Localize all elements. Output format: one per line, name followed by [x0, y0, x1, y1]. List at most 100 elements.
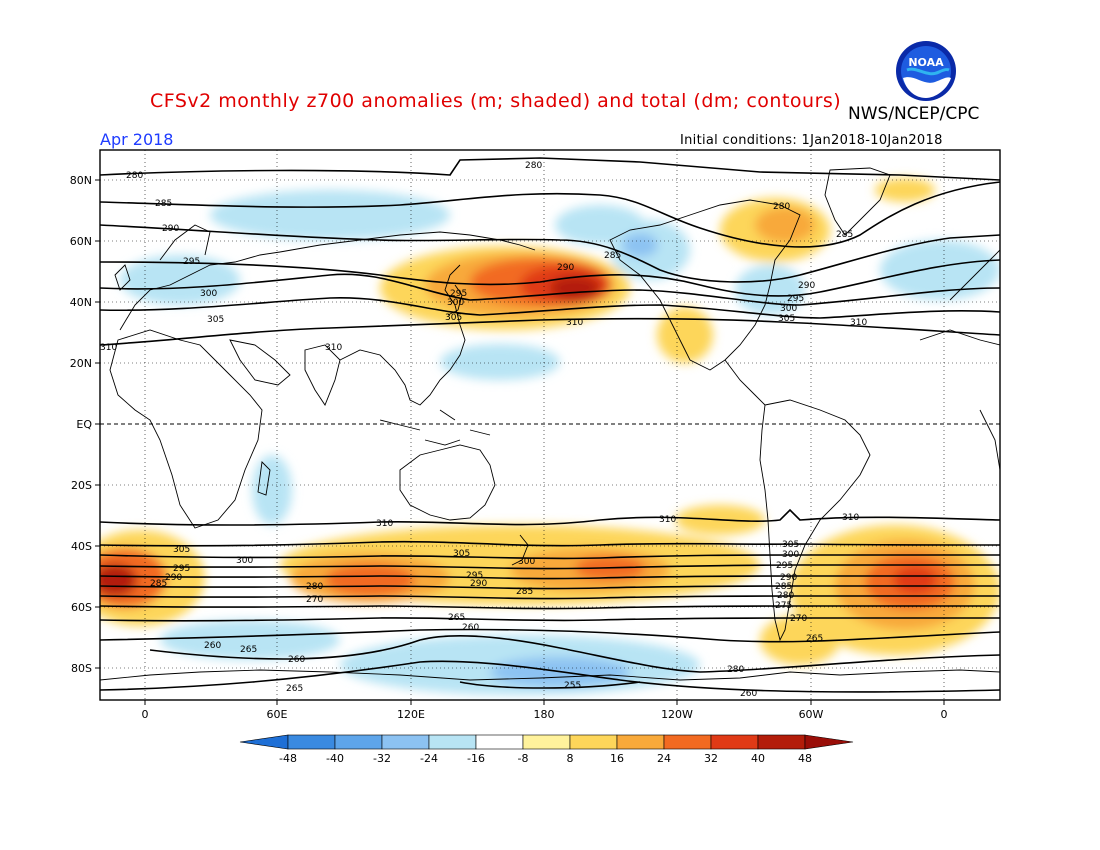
central-america-coastline: [724, 359, 766, 406]
contour-label: 260: [204, 641, 221, 651]
negative-anomaly-region: [210, 190, 450, 240]
contour-label: 305: [782, 540, 799, 550]
contour-260-sh: [149, 635, 1000, 673]
colorbar-label: 8: [567, 752, 574, 765]
contour-295: [100, 259, 1000, 297]
contour-label: 260: [462, 623, 479, 633]
contour-label: 285: [604, 251, 621, 261]
contour-label: 275: [775, 601, 792, 611]
contour-label: 285: [775, 582, 792, 592]
scandinavia-coastline: [159, 224, 211, 261]
contour-label: 280: [773, 202, 790, 212]
negative-anomaly-region: [160, 620, 340, 660]
lat-label: 20N: [70, 357, 92, 370]
lon-label: 120W: [661, 708, 693, 721]
contour-label: 260: [740, 689, 757, 699]
india-coastline: [304, 344, 341, 406]
contour-label: 290: [162, 224, 179, 234]
lon-label: 60W: [799, 708, 824, 721]
contour-label: 270: [306, 595, 323, 605]
contour-label: 280: [727, 665, 744, 675]
longitude-labels: 0 60E 120E 180 120W 60W 0: [142, 708, 948, 721]
contour-labels: 280 285 290 295 300 305 310 310 280 295 …: [100, 161, 867, 699]
negative-anomaly-region: [440, 344, 560, 380]
positive-anomaly-region: [755, 207, 815, 243]
colorbar-segment: [710, 734, 759, 750]
colorbar-label: 24: [657, 752, 671, 765]
positive-anomaly-region: [100, 564, 137, 596]
colorbar-label: -16: [467, 752, 485, 765]
map-frame: [99, 149, 1001, 701]
arabia-coastline: [229, 339, 291, 386]
contour-label: 260: [288, 655, 305, 665]
lon-label: 0: [941, 708, 948, 721]
contour-label: 310: [842, 513, 859, 523]
contour-280: [100, 157, 1000, 181]
lat-label: EQ: [76, 418, 92, 431]
positive-anomaly-region: [657, 307, 713, 363]
height-contours: [100, 157, 1000, 693]
contour-290: [100, 224, 1000, 283]
contour-label: 310: [325, 343, 342, 353]
australia-coastline: [399, 444, 496, 521]
colorbar-segment: [663, 734, 712, 750]
contour-285: [100, 181, 1000, 248]
contour-label: 290: [470, 579, 487, 589]
contour-label: 285: [155, 199, 172, 209]
contour-295-sh: [100, 564, 1000, 570]
svg-text:NOAA: NOAA: [908, 56, 944, 69]
contour-label: 280: [777, 591, 794, 601]
contour-label: 295: [466, 571, 483, 581]
positive-anomaly-region: [893, 566, 937, 594]
contour-label: 310: [659, 515, 676, 525]
org-label: NWS/NCEP/CPC: [848, 104, 980, 124]
contour-305: [100, 297, 1000, 319]
south-america-coastline: [759, 399, 871, 642]
contour-265-sh: [100, 628, 1000, 643]
axis-ticks: [95, 179, 945, 705]
lat-label: 20S: [71, 479, 92, 492]
negative-anomaly-region: [252, 455, 292, 525]
contour-label: 290: [780, 573, 797, 583]
initial-conditions: Initial conditions: 1Jan2018-10Jan2018: [680, 133, 943, 148]
contour-label: 265: [806, 634, 823, 644]
colorbar-label: -8: [518, 752, 529, 765]
contour-label: 285: [516, 587, 533, 597]
lat-label: 80N: [70, 174, 92, 187]
lat-label: 80S: [71, 662, 92, 675]
contour-label: 255: [564, 681, 581, 691]
colorbar-segment: [522, 734, 571, 750]
contour-label: 310: [376, 519, 393, 529]
latitude-labels: 80N 60N 40N 20N EQ 20S 40S 60S 80S: [70, 174, 93, 675]
contour-300-sh: [100, 554, 1000, 560]
negative-anomaly-region: [622, 233, 658, 257]
colorbar-segment: [287, 734, 336, 750]
contour-label: 265: [240, 645, 257, 655]
contour-310: [100, 317, 1000, 346]
negative-anomaly-region: [880, 240, 1000, 300]
contour-label: 305: [453, 549, 470, 559]
colorbar: -48 -40 -32 -24 -16 -8 8 16 24 32 40 48: [239, 734, 854, 765]
contour-280-sh: [100, 595, 1000, 600]
colorbar-label: 40: [751, 752, 765, 765]
uk-coastline: [114, 264, 131, 291]
contour-265-pole: [100, 660, 1000, 693]
lat-label: 60S: [71, 601, 92, 614]
asia-coastline: [279, 231, 536, 406]
positive-anomaly-region: [325, 564, 415, 596]
contour-label: 280: [126, 171, 143, 181]
contour-label: 290: [165, 573, 182, 583]
lat-label: 40N: [70, 296, 92, 309]
greenland-coastline: [824, 167, 891, 236]
lat-label: 40S: [71, 540, 92, 553]
contour-label: 290: [798, 281, 815, 291]
antarctica-coastline: [100, 669, 1000, 681]
contour-label: 305: [173, 545, 190, 555]
north-america-coastline: [609, 199, 801, 371]
europe-coastline: [119, 251, 281, 331]
contour-300: [100, 273, 1000, 306]
contour-label: 270: [790, 614, 807, 624]
colorbar-label: -48: [279, 752, 297, 765]
colorbar-label: 32: [704, 752, 718, 765]
